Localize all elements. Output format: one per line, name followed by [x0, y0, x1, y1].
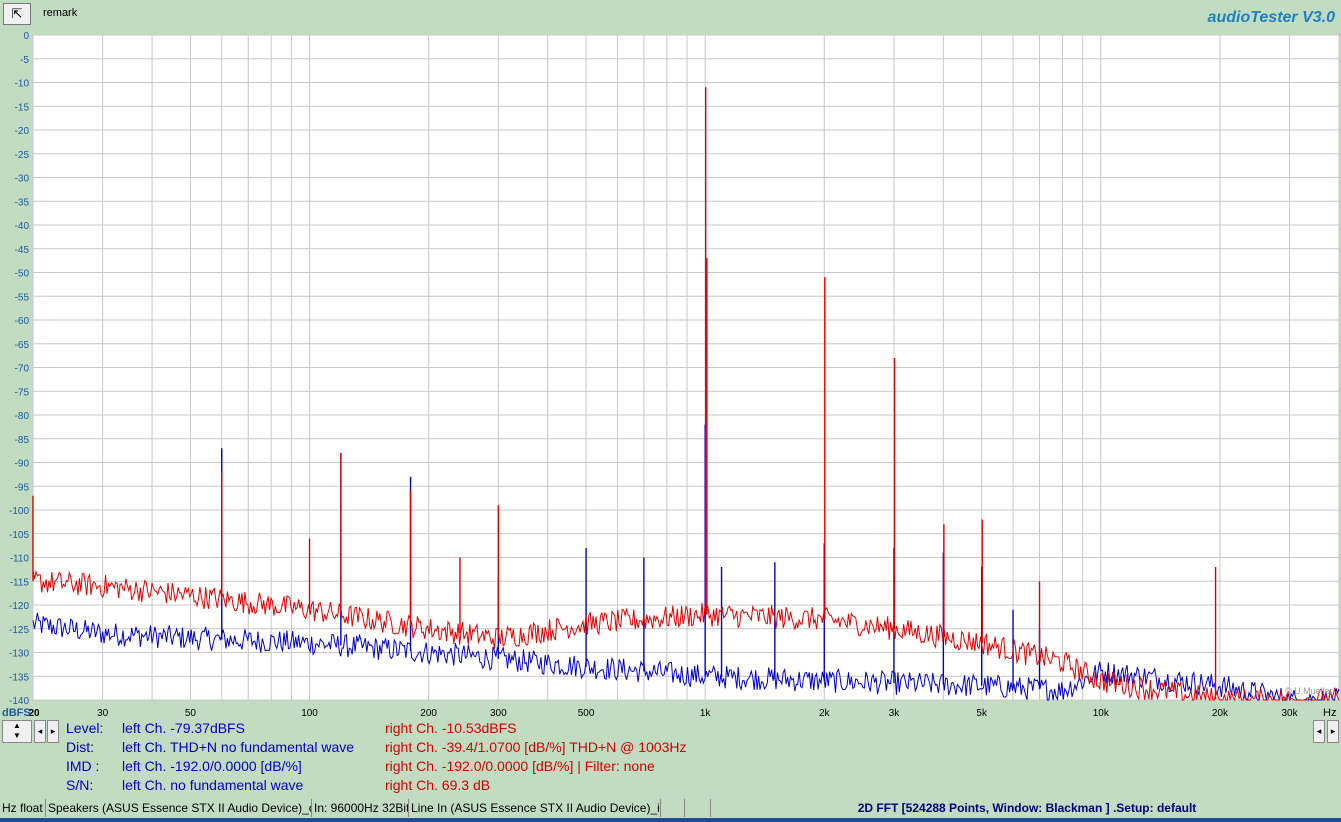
- readout-key: Dist:: [66, 739, 94, 755]
- readout-left-value: left Ch. -192.0/0.0000 [dB/%]: [122, 758, 302, 774]
- app-title: audioTester V3.0: [1207, 9, 1335, 26]
- pointer-tool-button[interactable]: ⇱: [3, 3, 31, 25]
- readout-row-level: Level: left Ch. -79.37dBFS right Ch. -10…: [0, 720, 1341, 739]
- y-tick-label: -125: [9, 625, 29, 636]
- y-tick-label: -25: [15, 150, 30, 161]
- readout-panel: ▲ ▼ ◂ ▸ ◂ ▸ Level: left Ch. -79.37dBFS ri…: [0, 718, 1341, 796]
- status-output-device: Speakers (ASUS Essence STX II Audio Devi…: [48, 799, 312, 817]
- y-tick-label: -10: [15, 79, 30, 90]
- readout-key: S/N:: [66, 777, 94, 793]
- x-tick-label: 30: [97, 708, 109, 718]
- y-tick-label: -65: [15, 340, 30, 351]
- x-axis-ticks: 20 30 50 100 200 300 500 1k 2k 3k 5k 10k 20k 30k: [28, 708, 1298, 718]
- x-tick-label: 300: [490, 708, 507, 718]
- series-noise-floor: [32, 569, 1340, 702]
- x-tick-label: 2k: [819, 708, 831, 718]
- status-mode: 2D FFT [524288 Points, Window: Blackman …: [857, 801, 1197, 815]
- readout-row-sn: S/N: left Ch. no fundamental wave right …: [0, 777, 1341, 796]
- copyright-label: © U.Mueller: [1285, 686, 1333, 696]
- scroll-left-button[interactable]: ◂: [34, 720, 46, 743]
- y-tick-label: -110: [10, 554, 30, 565]
- readout-row-dist: Dist: left Ch. THD+N no fundamental wave…: [0, 739, 1341, 758]
- scroll-right-button[interactable]: ▸: [47, 720, 59, 743]
- y-tick-label: -20: [15, 126, 30, 137]
- status-empty-2: [685, 799, 711, 817]
- series-noise-floor: [32, 612, 1340, 702]
- readout-right-value: right Ch. -39.4/1.0700 [dB/%] THD+N @ 10…: [385, 739, 687, 755]
- y-tick-label: -105: [9, 530, 29, 541]
- y-tick-label: -95: [15, 482, 30, 493]
- readout-right-value: right Ch. -10.53dBFS: [385, 720, 517, 736]
- x-tick-label: 30k: [1282, 708, 1299, 718]
- cursor-icon: ⇱: [11, 6, 23, 21]
- x-tick-label: 20k: [1212, 708, 1229, 718]
- y-tick-label: -5: [20, 55, 29, 66]
- readout-left-value: left Ch. THD+N no fundamental wave: [122, 739, 355, 755]
- y-tick-label: -75: [15, 387, 30, 398]
- y-tick-label: 0: [23, 31, 29, 42]
- taskbar-strip: [0, 818, 1341, 822]
- y-tick-label: -15: [15, 102, 30, 113]
- y-axis-label: dBFS: [2, 707, 31, 718]
- remark-label: remark: [43, 7, 78, 19]
- x-tick-label: 500: [578, 708, 595, 718]
- top-bar: ⇱ remark audioTester V3.0: [0, 0, 1341, 30]
- y-tick-label: -85: [15, 435, 30, 446]
- status-bar: Hz float Speakers (ASUS Essence STX II A…: [0, 798, 1341, 818]
- y-tick-label: -140: [9, 696, 29, 707]
- readout-right-value: right Ch. -192.0/0.0000 [dB/%] | Filter:…: [385, 758, 655, 774]
- y-tick-label: -115: [10, 577, 30, 588]
- y-tick-label: -45: [15, 245, 30, 256]
- y-tick-label: -70: [15, 364, 30, 375]
- status-empty-1: [661, 799, 685, 817]
- readout-right-value: right Ch. 69.3 dB: [385, 777, 491, 793]
- x-scroll-right-button[interactable]: ▸: [1327, 720, 1339, 743]
- x-scroll-left-button[interactable]: ◂: [1313, 720, 1325, 743]
- y-tick-label: -35: [15, 197, 30, 208]
- x-tick-label: 100: [301, 708, 318, 718]
- y-zoom-spinner[interactable]: ▲ ▼: [2, 720, 32, 743]
- x-tick-label: 50: [185, 708, 197, 718]
- readout-left-value: left Ch. -79.37dBFS: [122, 720, 245, 736]
- readout-left-value: left Ch. no fundamental wave: [122, 777, 304, 793]
- y-tick-label: -55: [15, 292, 30, 303]
- y-tick-label: -50: [15, 269, 30, 280]
- y-tick-label: -135: [9, 672, 29, 683]
- y-tick-label: -120: [9, 601, 29, 612]
- status-input-device: Line In (ASUS Essence STX II Audio Devic…: [411, 799, 661, 817]
- y-tick-label: -60: [15, 316, 30, 327]
- x-tick-label: 20: [28, 708, 40, 718]
- x-tick-label: 3k: [889, 708, 901, 718]
- readout-key: IMD :: [66, 758, 100, 774]
- status-input-rate: In: 96000Hz 32Bit: [314, 799, 409, 817]
- y-tick-label: -100: [9, 506, 29, 517]
- y-tick-label: -80: [15, 411, 30, 422]
- x-axis-label: Hz: [1323, 707, 1336, 718]
- readout-row-imd: IMD : left Ch. -192.0/0.0000 [dB/%] righ…: [0, 758, 1341, 777]
- y-tick-label: -130: [9, 649, 29, 660]
- status-format: Hz float: [0, 799, 46, 817]
- x-tick-label: 5k: [976, 708, 988, 718]
- x-tick-label: 1k: [700, 708, 712, 718]
- readout-key: Level:: [66, 720, 104, 736]
- grid: [32, 34, 1340, 701]
- fft-chart: 0 -5 -10 -15 -20 -25 -30 -35 -40 -45 -50 -55 -60 -65 -…: [2, 31, 1340, 718]
- x-tick-label: 10k: [1093, 708, 1110, 718]
- series-right-channel: [32, 87, 1340, 702]
- x-tick-label: 200: [420, 708, 437, 718]
- y-tick-label: -90: [15, 459, 30, 470]
- y-tick-label: -40: [15, 221, 30, 232]
- y-tick-label: -30: [15, 174, 30, 185]
- y-axis-ticks: 0 -5 -10 -15 -20 -25 -30 -35 -40 -45 -50 -55 -60 -65 -…: [9, 31, 29, 707]
